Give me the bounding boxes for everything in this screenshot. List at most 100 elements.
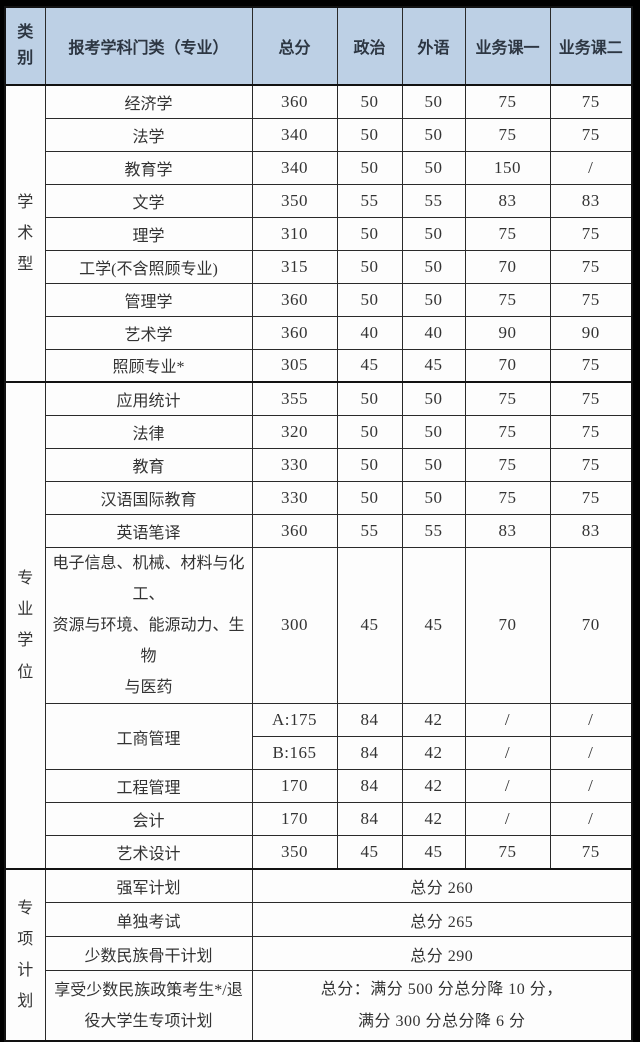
score-course1: 70 (464, 249, 551, 284)
score-course2: / (549, 703, 633, 738)
score-politics: 50 (336, 150, 403, 185)
table-row: 理学 310 50 50 75 75 (5, 216, 633, 251)
score-course2: 83 (549, 513, 633, 548)
score-course2: 83 (549, 183, 633, 218)
score-total: 340 (251, 117, 338, 152)
score-total: 330 (251, 480, 338, 515)
table-row: 艺术设计 350 45 45 75 75 (5, 835, 633, 870)
score-course1: 75 (464, 447, 551, 482)
score-course1: / (464, 802, 551, 837)
score-summary: 总分：满分 500 分总分降 10 分， 满分 300 分总分降 6 分 (251, 970, 633, 1042)
subject-name: 照顾专业* (44, 348, 253, 383)
score-foreign: 42 (401, 802, 466, 837)
score-total: 315 (251, 249, 338, 284)
table-row: 文学 350 55 55 83 83 (5, 183, 633, 218)
score-total: 320 (251, 414, 338, 449)
score-total: 350 (251, 835, 338, 870)
subject-name-line: 资源与环境、能源动力、生物 (52, 616, 245, 666)
score-summary-line: 满分 300 分总分降 6 分 (357, 1012, 526, 1030)
score-course1: 75 (464, 414, 551, 449)
score-total: 330 (251, 447, 338, 482)
score-course1: 70 (464, 348, 551, 383)
table-row: 专项计划 强军计划 总分 260 (4, 867, 633, 1042)
score-course2: / (549, 150, 633, 185)
table-row: 工商管理 A:175 84 42 / / (5, 703, 633, 771)
score-foreign: 55 (401, 513, 466, 548)
subject-name: 法学 (44, 117, 253, 152)
score-foreign: 40 (401, 315, 466, 350)
score-total: 360 (251, 513, 338, 548)
score-foreign: 45 (401, 348, 466, 383)
score-foreign: 42 (401, 703, 466, 738)
score-course1: 75 (464, 117, 551, 152)
table-row: 法律 320 50 50 75 75 (5, 414, 633, 449)
table-row: 单独考试 总分 265 (5, 902, 633, 938)
score-course1: / (464, 736, 551, 771)
score-total: A:175 (251, 703, 338, 738)
header-major: 报考学科门类（专业） (44, 6, 253, 86)
score-summary: 总分 265 (251, 902, 633, 938)
score-politics: 50 (336, 84, 403, 119)
subject-name: 教育学 (44, 150, 253, 185)
subject-name: 电子信息、机械、材料与化工、 资源与环境、能源动力、生物 与医药 (44, 546, 253, 705)
table-row: 电子信息、机械、材料与化工、 资源与环境、能源动力、生物 与医药 300 45 … (5, 546, 633, 705)
score-foreign: 50 (401, 381, 466, 416)
score-politics: 45 (336, 348, 403, 383)
score-course1: 75 (464, 381, 551, 416)
score-total: 350 (251, 183, 338, 218)
score-politics: 50 (336, 249, 403, 284)
score-course1: 75 (464, 84, 551, 119)
score-politics: 84 (336, 769, 403, 804)
subject-name: 法律 (44, 414, 253, 449)
header-category: 类别 (4, 6, 46, 86)
header-row: 类别 报考学科门类（专业） 总分 政治 外语 业务课一 业务课二 (4, 6, 633, 86)
score-politics: 50 (336, 282, 403, 317)
score-course2: 75 (549, 348, 633, 383)
score-politics: 50 (336, 381, 403, 416)
score-course2: 75 (549, 117, 633, 152)
score-total: 360 (251, 282, 338, 317)
table-row: 管理学 360 50 50 75 75 (5, 282, 633, 317)
score-foreign: 50 (401, 447, 466, 482)
subject-name: 英语笔译 (44, 513, 253, 548)
score-politics: 50 (336, 117, 403, 152)
subject-name: 理学 (44, 216, 253, 251)
score-politics: 55 (336, 513, 403, 548)
subject-name-line: 电子信息、机械、材料与化工、 (52, 554, 245, 603)
subject-name-line: 享受少数民族政策考生*/退 (54, 981, 243, 999)
score-total: 360 (251, 315, 338, 350)
score-foreign: 42 (401, 736, 466, 771)
table-row: 会计 170 84 42 / / (5, 802, 633, 837)
score-politics: 84 (336, 703, 403, 738)
score-course2: 75 (549, 381, 633, 416)
subject-name: 教育 (44, 447, 253, 482)
subject-name: 单独考试 (44, 902, 253, 938)
table-row: 专业学位 应用统计 355 50 50 75 75 (4, 381, 633, 870)
header-foreign: 外语 (401, 6, 466, 86)
score-table: 类别 报考学科门类（专业） 总分 政治 外语 业务课一 业务课二 学术型 经济学… (4, 6, 633, 1042)
score-total: 305 (251, 348, 338, 383)
section-label-academic: 学术型 (4, 84, 46, 383)
score-total: 170 (251, 769, 338, 804)
score-politics: 45 (336, 546, 403, 705)
score-foreign: 45 (401, 546, 466, 705)
subject-name: 汉语国际教育 (44, 480, 253, 515)
score-foreign: 50 (401, 249, 466, 284)
score-course1: 83 (464, 513, 551, 548)
subject-name-line: 与医药 (124, 679, 173, 697)
score-course2: 75 (549, 835, 633, 870)
score-course1: 150 (464, 150, 551, 185)
table-frame: 类别 报考学科门类（专业） 总分 政治 外语 业务课一 业务课二 学术型 经济学… (4, 6, 633, 1042)
score-course2: / (549, 736, 633, 771)
subject-name: 强军计划 (44, 867, 253, 904)
section-label-professional: 专业学位 (4, 381, 46, 870)
score-total: 310 (251, 216, 338, 251)
score-course1: 75 (464, 282, 551, 317)
table-row: 法学 340 50 50 75 75 (5, 117, 633, 152)
table-row: 教育学 340 50 50 150 / (5, 150, 633, 185)
score-summary: 总分 290 (251, 936, 633, 972)
table-row: 工程管理 170 84 42 / / (5, 769, 633, 804)
score-foreign: 50 (401, 414, 466, 449)
subject-name: 工学(不含照顾专业) (44, 249, 253, 284)
score-course2: / (549, 769, 633, 804)
